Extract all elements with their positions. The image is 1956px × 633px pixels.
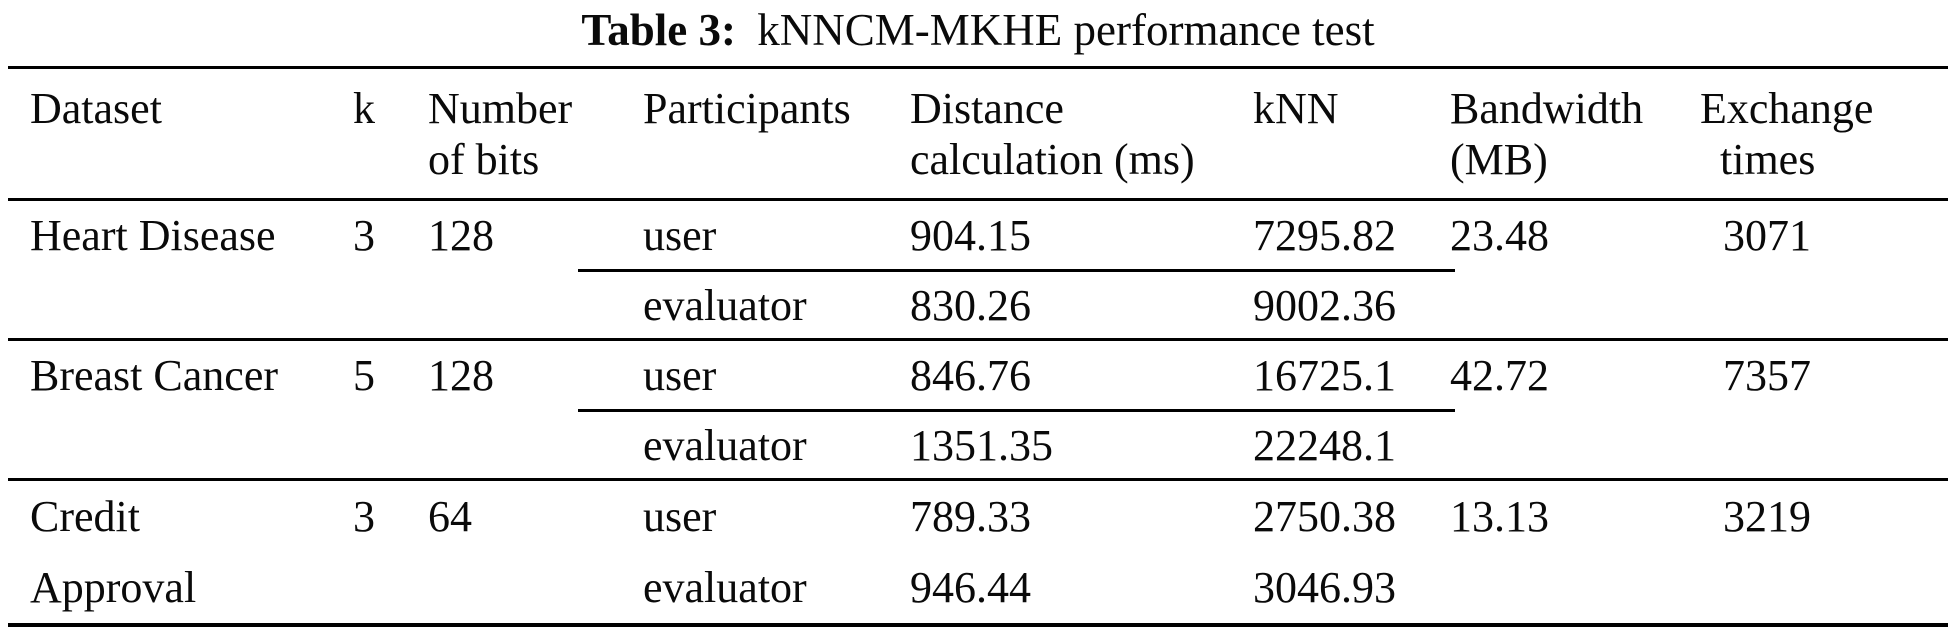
cell-exchange: 3219 xyxy=(1723,492,1811,541)
cell-dataset: Credit xyxy=(30,492,140,541)
cell-participant: evaluator xyxy=(643,420,807,470)
header-knn: kNN xyxy=(1253,84,1339,133)
table-header-row: Dataset k Number of bits Participants Di… xyxy=(0,69,1956,198)
header-exchange-line2: times xyxy=(1720,135,1816,184)
cell-dataset: Breast Cancer xyxy=(30,350,278,400)
header-distance-line2: calculation (ms) xyxy=(910,135,1195,184)
table-rule-bottom xyxy=(8,623,1948,627)
cell-distance: 946.44 xyxy=(910,563,1031,612)
table-caption: Table 3: kNNCM-MKHE performance test xyxy=(0,0,1956,66)
header-k: k xyxy=(353,84,375,133)
table-row-breast-cancer-evaluator: evaluator 1351.35 22248.1 xyxy=(0,412,1956,478)
cell-knn: 2750.38 xyxy=(1253,492,1396,541)
table-block-breast-cancer: Breast Cancer 5 128 user 846.76 16725.1 … xyxy=(0,341,1956,478)
table-rule-top xyxy=(8,66,1948,69)
cell-k: 3 xyxy=(353,210,375,260)
participant-divider-rule xyxy=(578,409,1455,412)
table-row-credit-approval-user: Credit 3 64 user 789.33 2750.38 13.13 32… xyxy=(0,481,1956,552)
cell-bandwidth: 42.72 xyxy=(1450,350,1549,400)
header-number-of-bits: Number of bits xyxy=(428,83,643,198)
cell-participant: evaluator xyxy=(643,280,807,330)
table-rule-block1 xyxy=(8,338,1948,341)
header-distance-calculation: Distance calculation (ms) xyxy=(910,83,1253,198)
participant-divider-rule xyxy=(578,269,1455,272)
cell-bits: 128 xyxy=(428,210,494,260)
cell-knn: 16725.1 xyxy=(1253,350,1396,400)
cell-distance: 830.26 xyxy=(910,280,1031,330)
header-bandwidth: Bandwidth (MB) xyxy=(1450,83,1700,198)
table-row-heart-disease-evaluator: evaluator 830.26 9002.36 xyxy=(0,272,1956,338)
table-caption-label: Table 3: xyxy=(581,5,737,55)
cell-bandwidth: 23.48 xyxy=(1450,210,1549,260)
table-row-breast-cancer-user: Breast Cancer 5 128 user 846.76 16725.1 … xyxy=(0,341,1956,409)
cell-knn: 9002.36 xyxy=(1253,280,1396,330)
cell-bits: 128 xyxy=(428,350,494,400)
cell-participant: user xyxy=(643,210,717,260)
table-rule-header xyxy=(8,198,1948,201)
header-participants: Participants xyxy=(643,84,851,133)
table-row-heart-disease-user: Heart Disease 3 128 user 904.15 7295.82 … xyxy=(0,201,1956,269)
table-row-credit-approval-evaluator: Approval evaluator 946.44 3046.93 xyxy=(0,552,1956,623)
header-number-of-bits-line1: Number xyxy=(428,84,573,133)
cell-knn: 22248.1 xyxy=(1253,420,1396,470)
header-bandwidth-line1: Bandwidth xyxy=(1450,84,1644,133)
cell-bits: 64 xyxy=(428,492,472,541)
header-exchange-line1: Exchange xyxy=(1700,84,1874,133)
cell-participant: user xyxy=(643,350,717,400)
table-rule-block2 xyxy=(8,478,1948,481)
cell-dataset-line2: Approval xyxy=(30,563,197,612)
header-bandwidth-line2: (MB) xyxy=(1450,135,1548,184)
cell-exchange: 3071 xyxy=(1723,210,1811,260)
cell-distance: 846.76 xyxy=(910,350,1031,400)
cell-distance: 789.33 xyxy=(910,492,1031,541)
header-exchange-times: Exchange times xyxy=(1700,83,1956,198)
cell-knn: 3046.93 xyxy=(1253,563,1396,612)
cell-bandwidth: 13.13 xyxy=(1450,492,1549,541)
cell-k: 5 xyxy=(353,350,375,400)
cell-dataset: Heart Disease xyxy=(30,210,276,260)
table-block-credit-approval: Credit 3 64 user 789.33 2750.38 13.13 32… xyxy=(0,481,1956,623)
header-dataset: Dataset xyxy=(30,84,162,133)
cell-knn: 7295.82 xyxy=(1253,210,1396,260)
cell-distance: 904.15 xyxy=(910,210,1031,260)
cell-participant: user xyxy=(643,492,717,541)
table-caption-text: kNNCM-MKHE performance test xyxy=(757,5,1375,55)
cell-distance: 1351.35 xyxy=(910,420,1053,470)
header-distance-line1: Distance xyxy=(910,84,1064,133)
header-number-of-bits-line2: of bits xyxy=(428,135,540,184)
table-block-heart-disease: Heart Disease 3 128 user 904.15 7295.82 … xyxy=(0,201,1956,338)
cell-k: 3 xyxy=(353,492,375,541)
cell-exchange: 7357 xyxy=(1723,350,1811,400)
cell-participant: evaluator xyxy=(643,563,807,612)
